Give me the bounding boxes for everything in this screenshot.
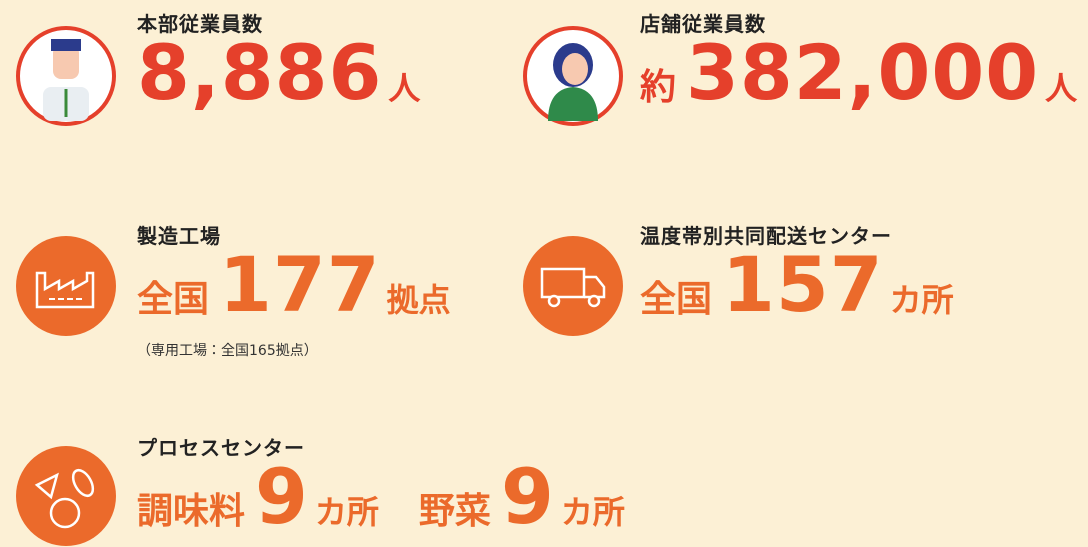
value: 177: [219, 240, 381, 329]
title: プロセスセンター: [137, 436, 305, 460]
title: 製造工場: [137, 224, 221, 248]
prefix: 約: [640, 67, 677, 108]
unit: カ所: [889, 281, 954, 319]
title: 本部従業員数: [137, 12, 263, 36]
factory-icon: [16, 236, 116, 336]
staff-icon: [16, 26, 116, 126]
value: 157: [722, 240, 884, 329]
value: 9: [500, 452, 555, 541]
value-line: 約 382,000 人: [640, 28, 1077, 117]
title: 温度帯別共同配送センター: [640, 224, 892, 248]
vegetable-icon: [16, 446, 116, 546]
value-line: 調味料 9 カ所 野菜 9 カ所: [137, 452, 625, 541]
value-line: 8,886 人: [137, 28, 420, 117]
unit: カ所: [560, 493, 625, 531]
prefix: 調味料: [137, 491, 246, 532]
unit: カ所: [314, 493, 379, 531]
prefix: 全国: [137, 279, 210, 320]
value: 8,886: [137, 28, 383, 117]
prefix: 野菜: [418, 491, 491, 532]
prefix: 全国: [640, 279, 713, 320]
unit: 人: [388, 69, 421, 107]
store-staff-icon: [523, 26, 623, 126]
title: 店舗従業員数: [640, 12, 766, 36]
unit: 人: [1045, 69, 1078, 107]
unit: 拠点: [386, 281, 451, 319]
value: 9: [255, 452, 309, 541]
value-line: 全国 177 拠点: [137, 240, 451, 329]
truck-icon: [523, 236, 623, 336]
note: （専用工場：全国165拠点）: [137, 343, 318, 359]
value-line: 全国 157 カ所: [640, 240, 954, 329]
value: 382,000: [686, 28, 1040, 117]
